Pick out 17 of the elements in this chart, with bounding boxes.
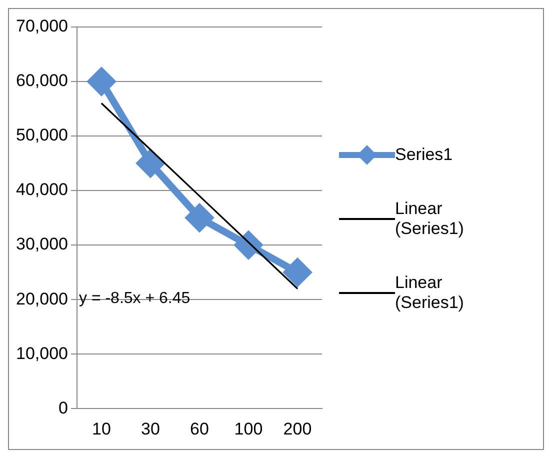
- legend-label: Linear (Series1): [395, 273, 465, 313]
- y-tick-label: 70,000: [16, 16, 68, 36]
- legend-label: Series1: [395, 145, 454, 165]
- x-tick-label: 60: [190, 419, 209, 438]
- y-tick-label: 50,000: [16, 126, 68, 145]
- y-tick-label: 10,000: [16, 344, 68, 363]
- y-tick-label: 30,000: [16, 234, 68, 254]
- y-tick-label: 40,000: [16, 180, 68, 200]
- y-tick-label: 0: [58, 398, 68, 418]
- y-tick-label: 20,000: [16, 289, 68, 308]
- x-tick-label: 100: [234, 419, 263, 438]
- x-tick-label: 10: [92, 419, 111, 438]
- annotation: y = -8.5x + 6.45: [78, 290, 190, 308]
- y-tick-label: 60,000: [16, 71, 68, 90]
- legend-label: Linear (Series1): [395, 199, 465, 239]
- x-tick-label: 30: [141, 419, 160, 438]
- x-tick-label: 200: [283, 419, 312, 438]
